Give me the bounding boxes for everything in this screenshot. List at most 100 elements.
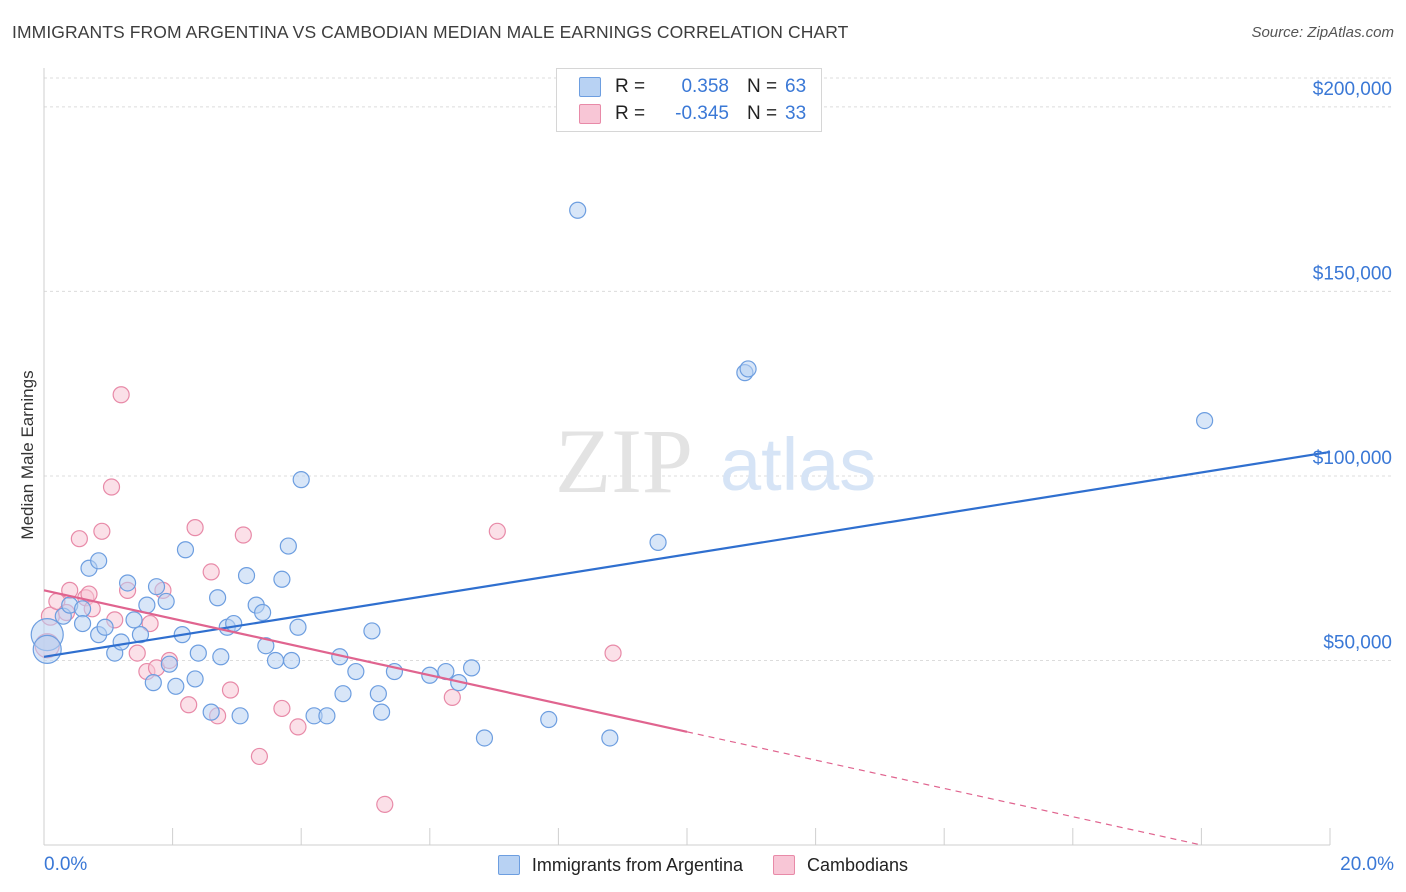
argentina-point [369, 685, 387, 703]
argentina-point [160, 655, 178, 673]
argentina-point [189, 644, 207, 662]
legend-swatch-argentina [497, 855, 520, 875]
argentina-point [212, 648, 230, 666]
legend-item-argentina[interactable]: Immigrants from Argentina [497, 854, 743, 876]
argentina-point [231, 707, 249, 725]
legend-row-cambodians: R = -0.345 N = 33 [579, 102, 806, 126]
cambodians-point [488, 522, 506, 540]
r-value: 0.358 [681, 76, 729, 97]
legend-swatch-cambodians [773, 855, 795, 875]
r-label: R = [615, 76, 646, 97]
argentina-point [273, 570, 291, 588]
argentina-point [96, 618, 114, 636]
trend-line-cambodians [43, 589, 688, 733]
cambodians-point [234, 526, 252, 544]
argentina-point [347, 662, 365, 681]
cambodians-point [604, 644, 622, 662]
n-value: 33 [785, 103, 807, 124]
argentina-point [112, 633, 130, 651]
argentina-point [131, 626, 150, 644]
cambodians-point [289, 718, 307, 736]
n-label: N = [747, 76, 778, 97]
argentina-point [73, 614, 92, 633]
argentina-point [209, 589, 227, 607]
argentina-point [144, 674, 162, 692]
argentina-point [257, 637, 275, 655]
cambodians-point [70, 530, 88, 548]
watermark-atlas: atlas [720, 423, 876, 506]
y-tick-label: $150,000 [1313, 263, 1392, 284]
argentina-point [540, 710, 558, 729]
cambodians-point [112, 386, 130, 404]
legend-item-cambodians[interactable]: Cambodians [773, 855, 908, 876]
trend-lines [43, 450, 1331, 846]
legend-row-argentina: R = 0.358 N = 63 [579, 75, 806, 99]
source-label: Source: ZipAtlas.com [1251, 24, 1394, 41]
legend-swatch-argentina [579, 77, 601, 97]
argentina-point [237, 566, 256, 585]
argentina-point [292, 471, 310, 489]
r-value: -0.345 [675, 103, 729, 124]
argentina-point [475, 729, 494, 747]
argentina-point [334, 685, 352, 703]
y-tick-label: $200,000 [1313, 79, 1392, 100]
cambodians-point [443, 688, 461, 706]
cambodians-point [141, 614, 159, 633]
y-tick-label: $50,000 [1323, 632, 1392, 653]
legend-label-cambodians: Cambodians [807, 854, 909, 875]
cambodians-point [376, 795, 394, 814]
argentina-point [363, 622, 381, 640]
argentina-point [225, 614, 243, 633]
argentina-point [125, 611, 143, 629]
argentina-point [118, 574, 137, 592]
legend-label-argentina: Immigrants from Argentina [531, 854, 743, 875]
cambodians-point [180, 696, 198, 714]
argentina-point [73, 600, 92, 618]
tick-labels: $50,000 $100,000 $150,000 $200,000 0.0% 20.0% [44, 79, 1394, 875]
correlation-legend: R = 0.358 N = 63 R = -0.345 N = 33 [556, 68, 822, 132]
argentina-point [289, 618, 307, 636]
cambodians-point [202, 563, 220, 581]
argentina-point [157, 592, 175, 611]
watermark-zip: ZIP [555, 410, 693, 512]
cambodians-point [102, 478, 121, 496]
argentina-point [601, 729, 619, 747]
argentina-point [266, 651, 285, 670]
chart-title: IMMIGRANTS FROM ARGENTINA VS CAMBODIAN M… [12, 22, 849, 42]
argentina-point [254, 603, 272, 622]
argentina-point [147, 578, 166, 596]
x-tick-label: 0.0% [44, 854, 87, 875]
argentina-point [186, 670, 204, 688]
cambodians-point [273, 699, 291, 718]
x-tick-label: 20.0% [1340, 854, 1394, 875]
argentina-point [462, 659, 481, 677]
cambodians-point [250, 747, 269, 766]
cambodians-point [221, 681, 240, 699]
argentina-point [569, 201, 587, 219]
argentina-point [282, 651, 301, 670]
legend-swatch-cambodians [579, 104, 601, 124]
y-tick-label: $100,000 [1313, 448, 1392, 469]
argentina-point [32, 634, 62, 665]
argentina-point [202, 703, 220, 721]
series-cambodians-points [34, 386, 622, 814]
argentina-point [318, 707, 336, 725]
argentina-point [1196, 411, 1214, 430]
cambodians-point [93, 522, 111, 540]
axes [43, 68, 1331, 846]
n-value: 63 [785, 76, 807, 97]
series-legend: Immigrants from Argentina Cambodians [0, 852, 1406, 878]
argentina-point [176, 541, 195, 559]
argentina-point [649, 533, 667, 551]
cambodians-point [128, 644, 146, 662]
r-label: R = [615, 103, 646, 124]
argentina-point [279, 537, 297, 555]
argentina-point [167, 677, 185, 695]
cambodians-point [186, 519, 204, 537]
argentina-point [739, 360, 757, 378]
n-label: N = [747, 103, 778, 124]
series-argentina-points [30, 201, 1214, 747]
trend-line-argentina [43, 450, 1331, 658]
argentina-point [90, 552, 108, 570]
